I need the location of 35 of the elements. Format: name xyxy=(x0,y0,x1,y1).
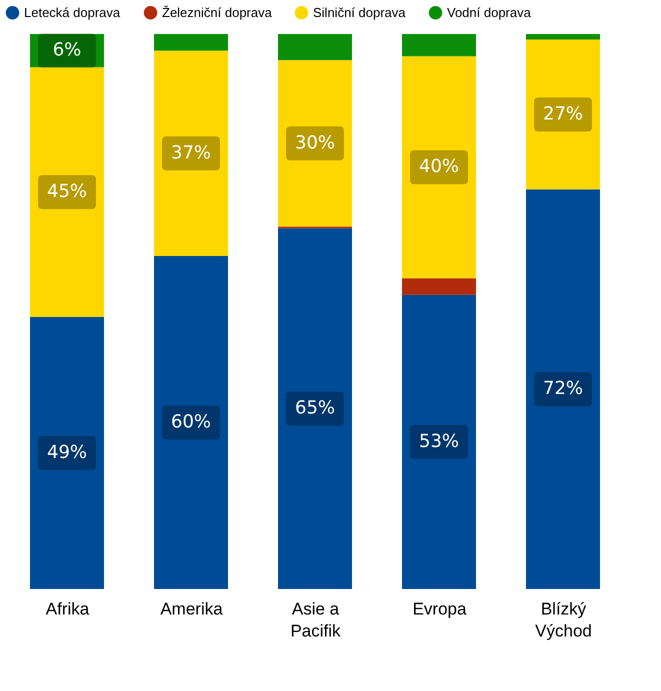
bar xyxy=(402,294,476,589)
bar xyxy=(154,256,228,589)
legend-label: Silniční doprava xyxy=(313,4,406,20)
bar xyxy=(526,40,600,190)
bar xyxy=(278,34,352,60)
data-label: 27% xyxy=(542,103,584,124)
bar xyxy=(30,34,104,68)
bar xyxy=(154,50,228,256)
legend-label: Vodní doprava xyxy=(447,4,532,20)
legend-label: Letecká doprava xyxy=(24,4,121,20)
bar xyxy=(278,228,352,589)
bar xyxy=(278,60,352,227)
bar xyxy=(526,34,600,40)
data-label: 45% xyxy=(46,181,88,202)
x-tick-label: Afrika xyxy=(46,600,90,618)
data-label: 30% xyxy=(294,132,336,154)
data-label: 49% xyxy=(46,442,88,464)
data-label: 37% xyxy=(170,142,212,164)
data-label: 60% xyxy=(170,412,212,432)
x-tick-label: Amerika xyxy=(160,600,224,618)
bar xyxy=(402,34,476,56)
bar xyxy=(154,34,228,51)
data-label: 6% xyxy=(52,40,82,61)
bar xyxy=(402,278,476,295)
legend-label: Železniční doprava xyxy=(162,4,273,20)
bar xyxy=(526,189,600,589)
x-tick-label: Evropa xyxy=(412,600,467,618)
bar xyxy=(402,56,476,278)
x-tick-label: Blízký Východ xyxy=(535,600,592,640)
data-label: 40% xyxy=(418,156,460,178)
data-label: 72% xyxy=(542,378,584,400)
bar xyxy=(30,317,104,589)
data-label: 65% xyxy=(294,398,336,419)
x-tick-label: Asie a Pacifik xyxy=(290,600,342,640)
data-label: 53% xyxy=(418,430,460,452)
